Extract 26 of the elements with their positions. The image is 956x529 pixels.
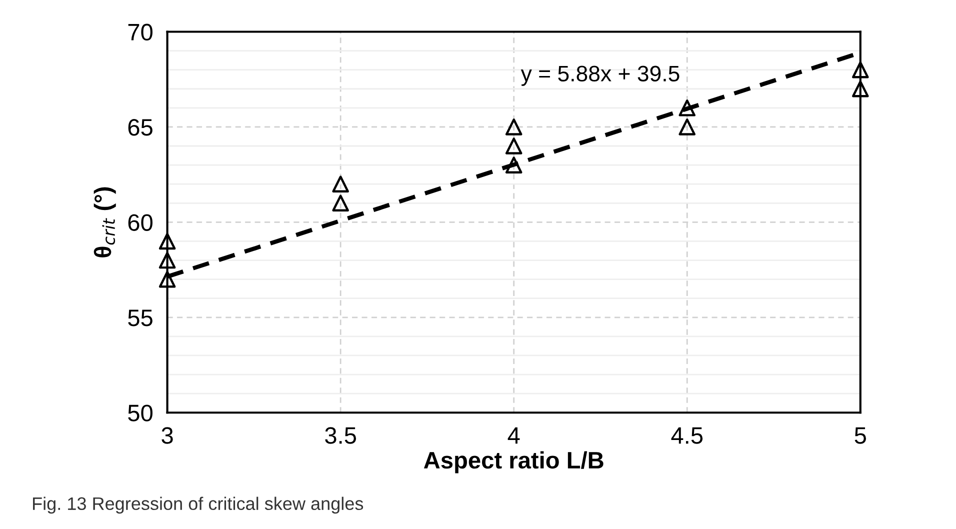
point	[505, 118, 522, 136]
point	[158, 252, 176, 269]
y-tick-label: 55	[128, 310, 152, 326]
y-tick-label: 70	[128, 24, 152, 41]
point	[678, 118, 696, 136]
caption: Fig. 13 Regression of critical skew angles	[33, 496, 364, 514]
point	[505, 138, 522, 154]
y-tick-label: 65	[128, 119, 152, 136]
x-tick-label: 3.5	[325, 427, 356, 444]
point	[332, 176, 349, 192]
point	[332, 194, 349, 212]
point	[678, 100, 696, 116]
y-axis-title: θ$_{crit}$ (°)	[94, 187, 116, 258]
x-axis-title: Aspect ratio L/B	[424, 451, 604, 474]
annotation: y = 5.88x + 39.5	[520, 66, 680, 86]
point	[505, 156, 522, 174]
x-tick-label: 3	[162, 427, 173, 444]
point	[158, 232, 176, 250]
x-tick-label: 4	[508, 427, 520, 444]
x-tick-label: 5	[854, 427, 866, 444]
y-tick-label: 50	[128, 404, 152, 422]
point	[852, 61, 869, 78]
x-tick-label: 4.5	[671, 427, 703, 444]
point	[852, 80, 869, 98]
point	[158, 270, 176, 288]
y-tick-label: 60	[128, 214, 152, 231]
